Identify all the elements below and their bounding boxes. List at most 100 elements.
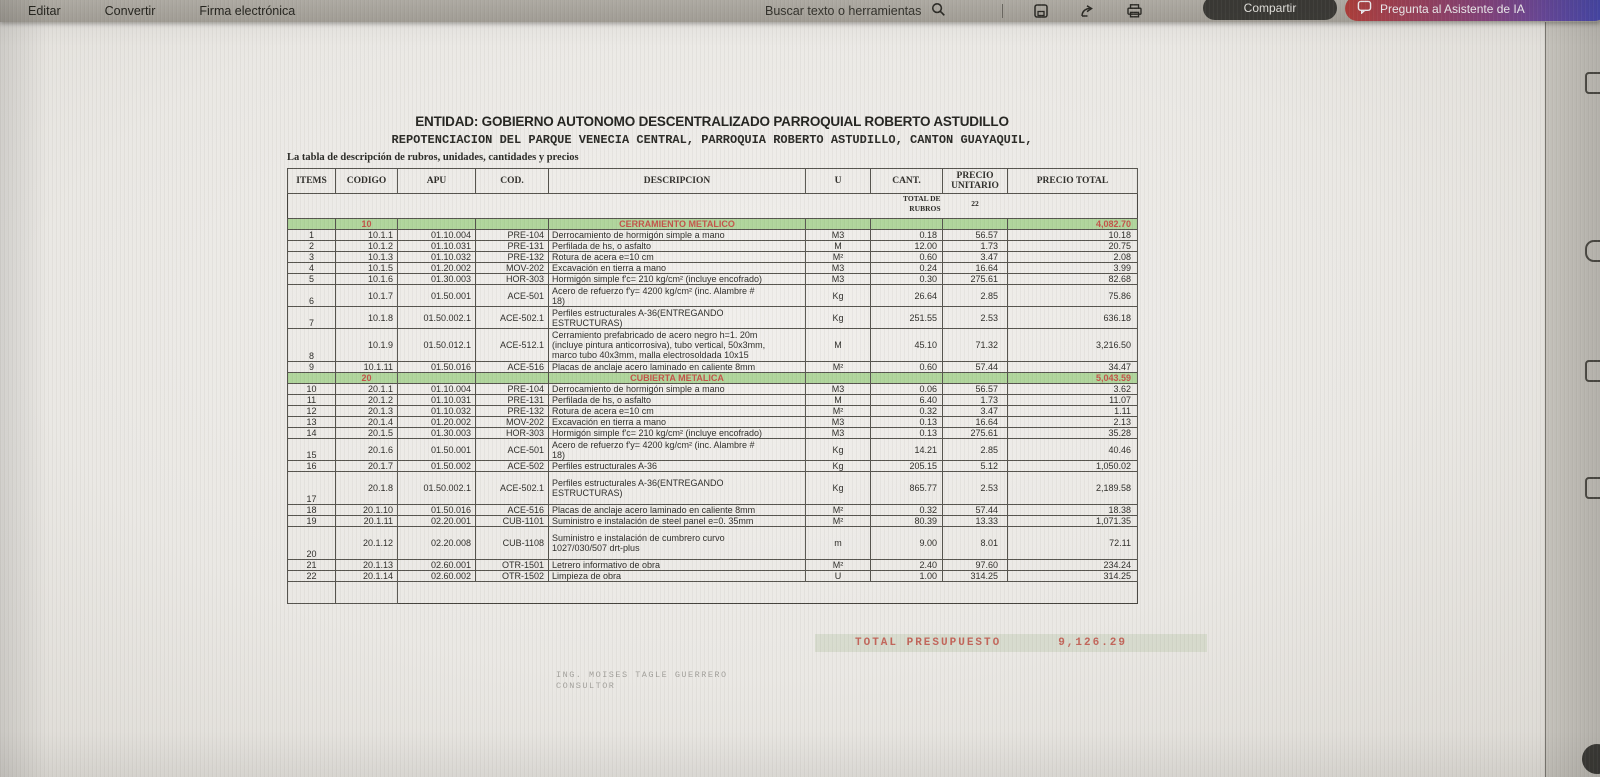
cell-descripcion: Hormigón simple f'c= 210 kg/cm² (incluye… (548, 273, 806, 285)
cell-u: M3 (805, 262, 871, 274)
column-header: PRECIO UNITARIO (942, 168, 1008, 194)
cell-apu: 01.50.002.1 (397, 471, 476, 505)
panel-fab-icon[interactable] (1582, 744, 1600, 774)
cell-items: 15 (287, 438, 336, 461)
cell-u: U (805, 570, 871, 582)
cell-cant: 0.18 (870, 229, 943, 241)
cell-descripcion: Suministro e instalación de steel panel … (548, 515, 806, 527)
cell-section-title: CUBIERTA METALICA (548, 372, 806, 384)
cell-apu: 01.50.002 (397, 460, 476, 472)
cell-cant (870, 218, 943, 230)
cell-u: M² (805, 515, 871, 527)
column-header: U (805, 168, 871, 194)
panel-tool-icon[interactable] (1585, 477, 1600, 499)
table-row: 14 20.1.5 01.30.003 HOR-303 Hormigón simple … (287, 427, 1138, 439)
panel-tool-icon[interactable] (1585, 360, 1600, 382)
cell-precio-total: 11.07 (1007, 394, 1138, 406)
cell-precio-total: 72.11 (1007, 526, 1138, 560)
print-icon[interactable] (1126, 3, 1143, 19)
cell-precio-total: 20.75 (1007, 240, 1138, 252)
cell-precio-unitario: 57.44 (942, 361, 1008, 373)
cell-codigo: 20.1.1 (335, 383, 398, 395)
cell-u: M² (805, 361, 871, 373)
cell-items: 18 (287, 504, 336, 516)
chat-icon (1357, 0, 1372, 17)
cell-precio-unitario: 16.64 (942, 416, 1008, 428)
menu-editar[interactable]: Editar (28, 4, 61, 18)
menu-firma-electronica[interactable]: Firma electrónica (199, 4, 296, 18)
cell-u: M (805, 328, 871, 362)
cell-precio-unitario: 8.01 (942, 526, 1008, 560)
document-page: ENTIDAD: GOBIERNO AUTONOMO DESCENTRALIZA… (0, 22, 1600, 777)
cell-precio-total: 75.86 (1007, 284, 1138, 307)
cell-cod (475, 218, 549, 230)
cell-precio-total: 10.18 (1007, 229, 1138, 241)
cell-apu: 01.10.031 (397, 240, 476, 252)
cell-descripcion: Rotura de acera e=10 cm (548, 251, 806, 263)
total-presupuesto-label: TOTAL PRESUPUESTO (855, 637, 1002, 649)
cell-items (287, 218, 336, 230)
compartir-button[interactable]: Compartir (1203, 0, 1337, 20)
menu-convertir[interactable]: Convertir (104, 4, 156, 18)
table-caption: La tabla de descripción de rubros, unida… (287, 152, 579, 163)
cell-codigo: 10.1.6 (335, 273, 398, 285)
cell-cod: MOV-202 (475, 416, 549, 428)
total-rubros-value: 22 (971, 199, 979, 208)
cell-descripcion: Letrero informativo de obra (548, 559, 806, 571)
cell-apu: 01.50.016 (397, 361, 476, 373)
cell-precio-total: 1,050.02 (1007, 460, 1138, 472)
cell-codigo: 20.1.10 (335, 504, 398, 516)
cell-cod: PRE-132 (475, 251, 549, 263)
cell-u: M3 (805, 416, 871, 428)
table-row: 3 10.1.3 01.10.032 PRE-132 Rotura de acera e… (287, 251, 1138, 263)
cell-precio-total: 1,071.35 (1007, 515, 1138, 527)
cell-precio-total: 18.38 (1007, 504, 1138, 516)
cell-descripcion: Placas de anclaje acero laminado en cali… (548, 361, 806, 373)
total-presupuesto-value: 9,126.29 (1058, 637, 1127, 649)
table-row: 9 10.1.11 01.50.016 ACE-516 Placas de anclaj… (287, 361, 1138, 373)
cell-u: M3 (805, 383, 871, 395)
cell-section-title: CERRAMIENTO METALICO (548, 218, 806, 230)
cell-cant: 205.15 (870, 460, 943, 472)
cell-codigo: 20.1.3 (335, 405, 398, 417)
cell-cant (870, 372, 943, 384)
cell-precio-unitario: 13.33 (942, 515, 1008, 527)
column-header: CODIGO (335, 168, 398, 194)
cell-cod: ACE-502 (475, 460, 549, 472)
table-header-row: ITEMS CODIGO APU COD. DESCRIPCION U CANT. PRECI… (287, 168, 1138, 194)
ai-assistant-button[interactable]: Pregunta al Asistente de IA (1345, 0, 1600, 21)
cell-cod: HOR-303 (475, 273, 549, 285)
panel-tool-icon[interactable] (1585, 72, 1600, 94)
column-header: DESCRIPCION (548, 168, 806, 194)
right-panel-strip (1545, 22, 1600, 777)
export-icon[interactable] (1079, 3, 1096, 19)
column-header: ITEMS (287, 168, 336, 194)
cell-items: 20 (287, 526, 336, 560)
cell-precio-total: 82.68 (1007, 273, 1138, 285)
cell-precio-total: 3.99 (1007, 262, 1138, 274)
search-tools-button[interactable]: Buscar texto o herramientas (765, 0, 946, 22)
cell-apu: 01.10.032 (397, 251, 476, 263)
table-cell (288, 194, 871, 215)
table-row: 22 20.1.14 02.60.002 OTR-1502 Limpieza de ob… (287, 570, 1138, 582)
cell-cod: OTR-1502 (475, 570, 549, 582)
save-icon[interactable] (1033, 3, 1049, 19)
cell-apu: 01.10.004 (397, 229, 476, 241)
ai-assistant-label: Pregunta al Asistente de IA (1380, 1, 1525, 16)
cell-codigo: 20.1.4 (335, 416, 398, 428)
cell-precio-unitario: 275.61 (942, 273, 1008, 285)
panel-tool-icon[interactable] (1585, 240, 1600, 262)
column-header: PRECIO TOTAL (1007, 168, 1138, 194)
cell-cod: CUB-1108 (475, 526, 549, 560)
cell-codigo: 10.1.7 (335, 284, 398, 307)
cell-cant: 0.32 (870, 405, 943, 417)
search-label: Buscar texto o herramientas (765, 4, 922, 18)
cell-precio-total: 636.18 (1007, 306, 1138, 329)
cell-items: 17 (287, 471, 336, 505)
cell-items: 16 (287, 460, 336, 472)
table-row: 7 10.1.8 01.50.002.1 ACE-502.1 Perfiles estr… (287, 306, 1138, 329)
cell-items: 21 (287, 559, 336, 571)
cell-cod: ACE-516 (475, 504, 549, 516)
cell-cod: PRE-104 (475, 383, 549, 395)
cell-apu: 01.10.004 (397, 383, 476, 395)
